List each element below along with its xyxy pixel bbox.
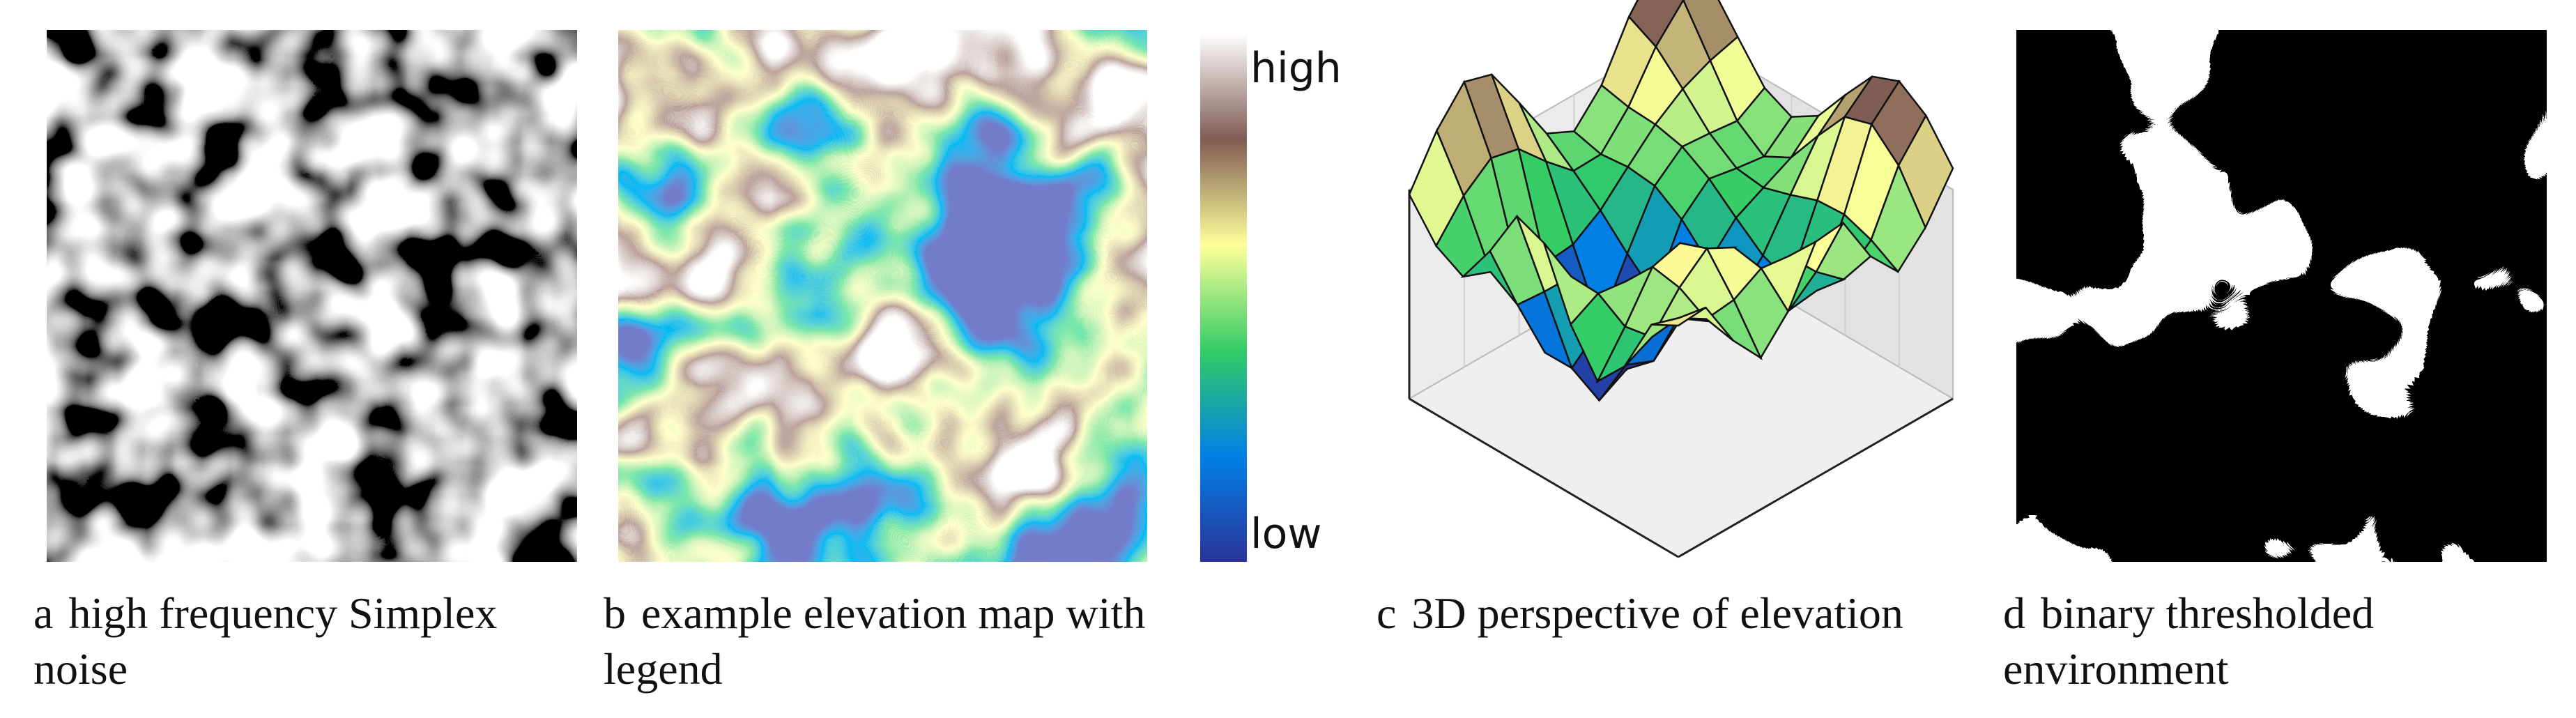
legend-low: low [1250, 510, 1321, 558]
caption-label: a [33, 588, 54, 638]
legend-high: high [1250, 44, 1342, 93]
caption-label: b [604, 588, 626, 638]
caption-text: 3D perspective of elevation [1411, 588, 1903, 638]
caption-text: example elevation map with legend [604, 588, 1146, 694]
caption-c: c 3D perspective of elevation [1377, 586, 2004, 641]
caption-label: d [2003, 588, 2025, 638]
elevation-image [618, 30, 1147, 562]
caption-d: d binary thresholded environment [2003, 586, 2561, 697]
binary-image [2016, 30, 2547, 562]
figure: high low [47, 0, 2547, 562]
noise-image [47, 30, 577, 562]
caption-label: c [1377, 588, 1397, 638]
colorbar [1200, 33, 1247, 562]
axis [1678, 397, 1954, 558]
caption-text: binary thresholded environment [2003, 588, 2375, 694]
caption-a: a high frequency Simplex noise [33, 586, 591, 697]
surface-plot [1408, 0, 1954, 558]
axis [1409, 397, 1679, 558]
caption-b: b example elevation map with legend [604, 586, 1259, 697]
surface-patch [1651, 307, 1707, 327]
caption-text: high frequency Simplex noise [33, 588, 498, 694]
